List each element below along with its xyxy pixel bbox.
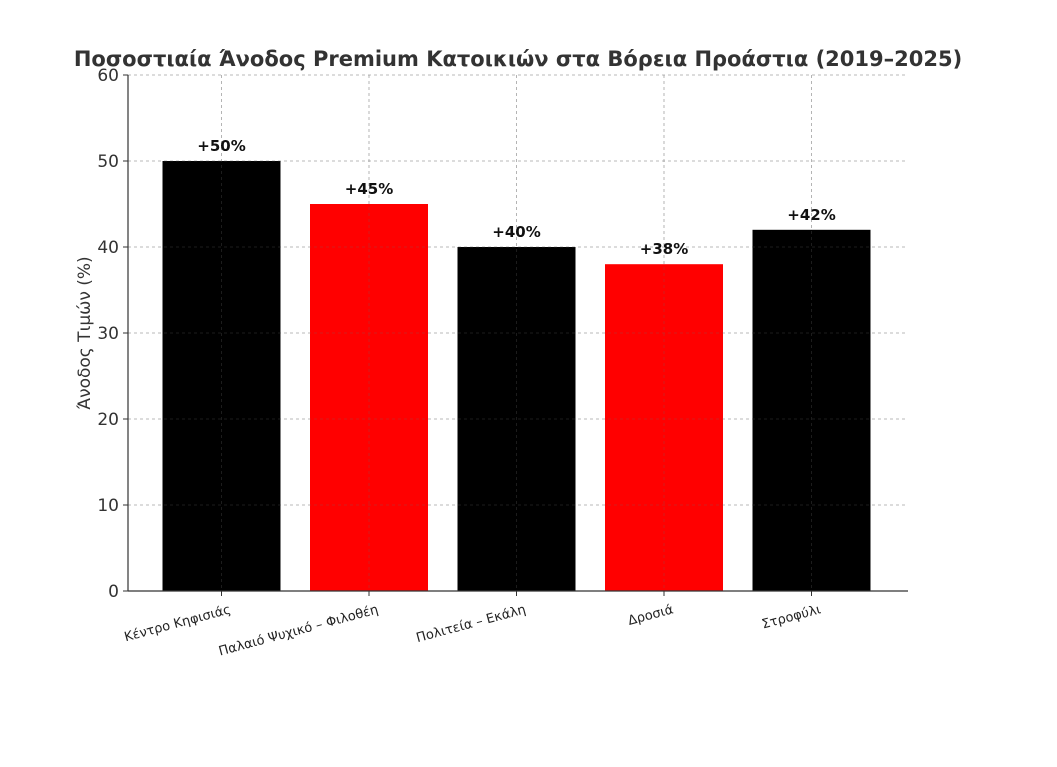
y-tick-label: 30 [97,324,119,344]
bars [128,74,908,592]
bar [457,247,576,591]
bar [752,229,871,592]
data-label: +45% [345,180,393,198]
data-label: +40% [492,223,540,241]
data-label: +50% [197,137,245,155]
bar [162,161,281,591]
data-label: +42% [787,206,835,224]
y-axis-label: Άνοδος Τιμών (%) [75,256,95,409]
bar [310,204,428,591]
y-tick-label: 0 [108,582,119,602]
bar [605,264,723,591]
y-axis-ticks: 0 10 20 30 40 50 60 [97,66,128,602]
y-tick-label: 60 [97,66,119,86]
grid-overlay [128,74,908,591]
chart-title: Ποσοστιαία Άνοδος Premium Κατοικιών στα … [74,47,962,71]
y-tick-label: 20 [97,410,119,430]
data-labels: +50% +45% +40% +38% +42% [197,137,835,258]
y-tick-label: 10 [97,496,119,516]
y-tick-label: 50 [97,152,119,172]
data-label: +38% [640,240,688,258]
y-tick-label: 40 [97,238,119,258]
